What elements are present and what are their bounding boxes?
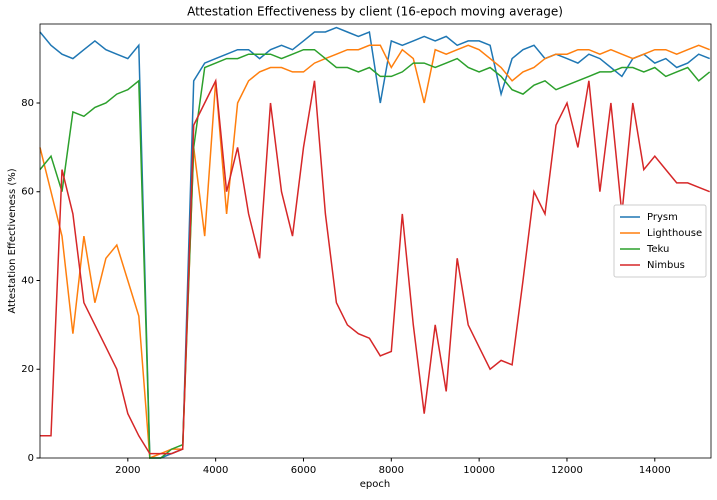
chart-title: Attestation Effectiveness by client (16-…: [187, 5, 563, 19]
legend-label: Prysm: [647, 212, 678, 223]
series-line: [40, 78, 710, 455]
x-tick-label: 10000: [463, 465, 495, 476]
x-tick-label: 4000: [203, 465, 228, 476]
x-tick-label: 2000: [115, 465, 140, 476]
y-axis-label: Attestation Effectiveness (%): [7, 168, 18, 313]
legend-box: [613, 204, 707, 278]
series-line: [39, 26, 710, 459]
legend-label: Teku: [646, 244, 669, 255]
x-tick-label: 6000: [291, 465, 316, 476]
legend: Prysm Lighthouse Teku Nimbus: [613, 204, 707, 278]
y-tick-label: 0: [28, 453, 34, 464]
x-tick-label: 14000: [639, 465, 671, 476]
x-tick-label: 8000: [379, 465, 404, 476]
y-tick-label: 60: [21, 187, 34, 198]
axes-frame: [39, 23, 712, 459]
legend-label: Nimbus: [647, 260, 685, 271]
y-tick-label: 40: [21, 275, 34, 286]
x-tick-label: 12000: [551, 465, 583, 476]
y-tick-label: 20: [21, 364, 34, 375]
x-axis-label: epoch: [360, 479, 390, 490]
plot-area: [39, 26, 711, 460]
legend-label: Lighthouse: [647, 228, 702, 239]
y-tick-label: 80: [21, 98, 34, 109]
